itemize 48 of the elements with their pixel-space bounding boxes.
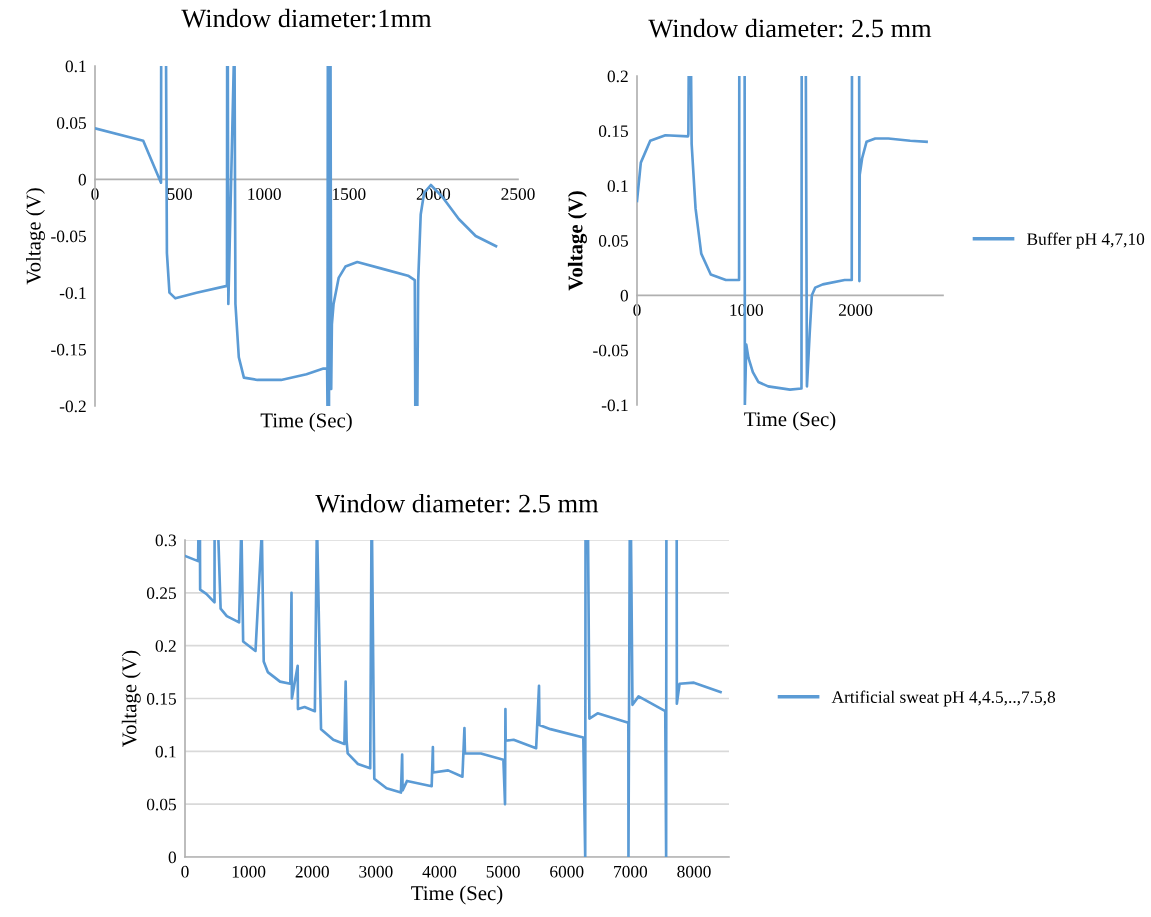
- y-tick-label: 0.05: [146, 798, 176, 811]
- y-tick-label: 0.2: [607, 70, 628, 83]
- y-tick-label: 0: [620, 289, 628, 302]
- x-tick-label: 500: [167, 188, 192, 200]
- y-tick-label: 0.1: [155, 745, 176, 758]
- legend-label: Artificial sweat pH 4,4.5,..,7.5,8: [831, 690, 1056, 707]
- x-tick-label: 8000: [677, 865, 711, 878]
- x-tick-label: 7000: [614, 865, 648, 878]
- x-tick-label: 0: [91, 188, 99, 200]
- x-tick-label: 4000: [422, 865, 457, 878]
- x-tick-label: 0: [633, 304, 641, 316]
- y-tick-label: 0.1: [607, 180, 628, 192]
- x-tick-label: 1000: [232, 865, 266, 878]
- x-tick-label: 3000: [359, 865, 393, 878]
- y-tick-label: -0.1: [601, 399, 628, 412]
- x-tick-label: 2000: [295, 865, 329, 878]
- y-tick-label: 0.3: [155, 534, 176, 547]
- y-tick-label: 0: [168, 851, 176, 864]
- y-tick-label: -0.2: [59, 400, 86, 413]
- y-tick-label: 0.25: [146, 587, 176, 600]
- y-tick-label: -0.15: [51, 343, 86, 356]
- y-tick-label: -0.05: [593, 344, 628, 357]
- y-tick-label: 0.15: [598, 125, 628, 138]
- chart-title: Window diameter: 2.5 mm: [648, 18, 932, 38]
- y-axis-title: Voltage (V): [26, 188, 45, 285]
- y-tick-label: -0.05: [51, 230, 86, 243]
- x-tick-label: 1000: [248, 188, 281, 200]
- x-axis-title: Time (Sec): [744, 411, 836, 431]
- x-axis-title: Time (Sec): [260, 412, 352, 432]
- y-tick-label: -0.1: [59, 287, 86, 299]
- chart-title: Window diameter: 2.5 mm: [315, 493, 599, 513]
- x-tick-label: 5000: [486, 865, 520, 878]
- x-tick-label: 0: [181, 865, 189, 878]
- y-tick-label: 0.05: [56, 117, 86, 129]
- x-tick-label: 2500: [501, 188, 535, 200]
- y-tick-label: 0.05: [598, 234, 628, 247]
- y-tick-label: 0: [78, 173, 86, 186]
- y-axis-title: Voltage (V): [121, 650, 141, 747]
- x-tick-label: 6000: [550, 865, 584, 878]
- x-axis-title: Time (Sec): [411, 885, 503, 905]
- y-tick-label: 0.15: [146, 692, 176, 705]
- x-tick-label: 1500: [332, 188, 366, 200]
- x-tick-label: 2000: [838, 304, 873, 316]
- chart-title: Window diameter:1mm: [181, 8, 432, 28]
- y-tick-label: 0.2: [155, 640, 176, 652]
- legend-label: Buffer pH 4,7,10: [1027, 232, 1145, 249]
- y-axis-title: Voltage (V): [567, 191, 587, 291]
- y-tick-label: 0.1: [65, 60, 86, 73]
